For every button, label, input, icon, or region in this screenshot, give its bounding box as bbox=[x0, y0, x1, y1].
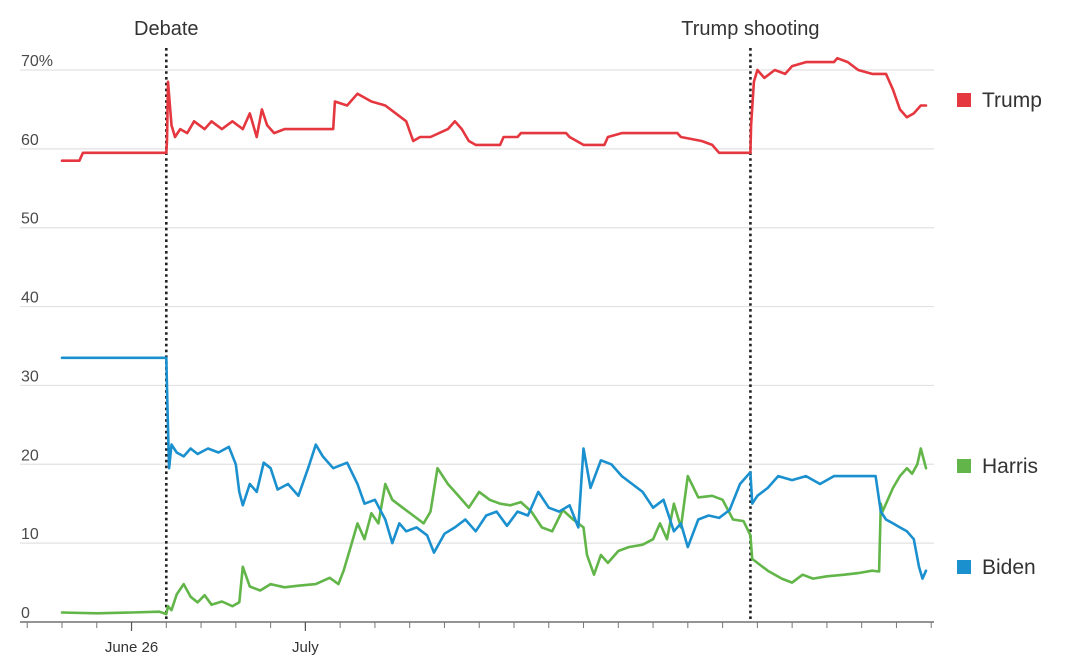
x-tick-label: July bbox=[292, 639, 319, 656]
legend: Trump Harris Biden bbox=[957, 89, 1042, 579]
y-tick-label: 70% bbox=[21, 53, 53, 70]
legend-swatch-biden bbox=[957, 560, 971, 574]
event-label: Trump shooting bbox=[681, 18, 819, 40]
y-tick-label: 0 bbox=[21, 605, 30, 622]
event-label: Debate bbox=[134, 18, 199, 40]
y-tick-label: 60 bbox=[21, 132, 39, 149]
event-markers: Debate Trump shooting bbox=[134, 18, 820, 622]
x-axis: June 26 July bbox=[20, 621, 934, 656]
legend-swatch-trump bbox=[957, 93, 971, 107]
series-lines bbox=[60, 56, 928, 616]
y-tick-label: 50 bbox=[21, 211, 39, 228]
y-tick-label: 40 bbox=[21, 290, 39, 307]
x-tick-label: June 26 bbox=[105, 639, 158, 656]
series-line-biden bbox=[60, 356, 928, 580]
grid bbox=[20, 69, 934, 544]
legend-label-trump: Trump bbox=[982, 89, 1042, 112]
y-tick-label: 30 bbox=[21, 368, 39, 385]
series-line-trump bbox=[60, 56, 928, 162]
legend-label-biden: Biden bbox=[982, 556, 1036, 579]
legend-label-harris: Harris bbox=[982, 455, 1038, 478]
legend-swatch-harris bbox=[957, 459, 971, 473]
y-tick-label: 20 bbox=[21, 447, 39, 464]
y-tick-label: 10 bbox=[21, 526, 39, 543]
y-axis: 0 10 20 30 40 50 60 70% bbox=[21, 53, 53, 622]
series-line-harris bbox=[60, 447, 928, 616]
